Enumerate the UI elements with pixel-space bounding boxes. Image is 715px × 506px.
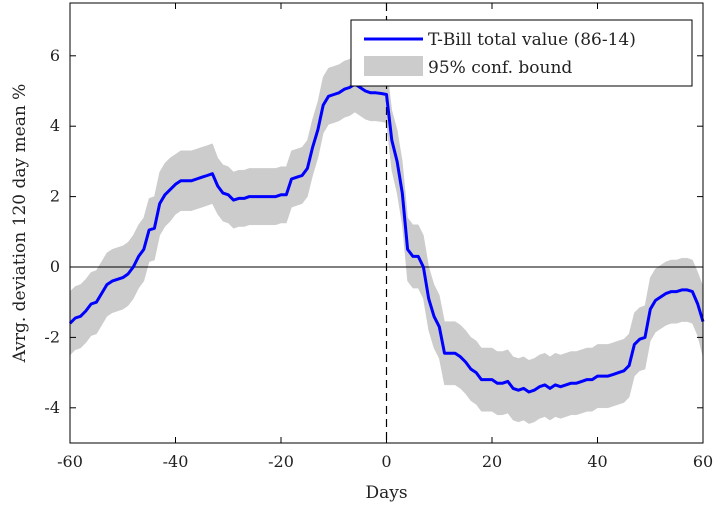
x-tick-label: -60 (57, 452, 83, 471)
legend: T-Bill total value (86-14) 95% conf. bou… (350, 19, 693, 87)
series-line-group (68, 82, 705, 394)
y-tick-label: 2 (50, 187, 60, 206)
x-tick-label: 60 (693, 452, 713, 471)
x-tick-label: 40 (587, 452, 607, 471)
x-axis-ticks: -60 -40 -20 0 20 40 60 (57, 3, 713, 471)
y-tick-label: 0 (50, 257, 60, 276)
legend-swatch-band (364, 56, 423, 76)
y-tick-label: 6 (50, 46, 60, 65)
y-tick-label: -2 (44, 327, 60, 346)
x-tick-label: -40 (163, 452, 189, 471)
y-axis-ticks: -4 -2 0 2 4 6 (44, 46, 703, 417)
legend-entry-tbill: T-Bill total value (86-14) (428, 30, 636, 50)
x-tick-label: 20 (482, 452, 502, 471)
y-tick-label: -4 (44, 398, 60, 417)
x-axis-label: Days (365, 483, 407, 503)
x-tick-label: 0 (381, 452, 391, 471)
series-line-tbill (68, 82, 705, 394)
legend-entry-conf-bound: 95% conf. bound (428, 58, 572, 78)
x-tick-label: -20 (268, 452, 294, 471)
y-tick-label: 4 (50, 116, 60, 135)
y-axis-label: Avrg. deviation 120 day mean % (10, 84, 30, 364)
